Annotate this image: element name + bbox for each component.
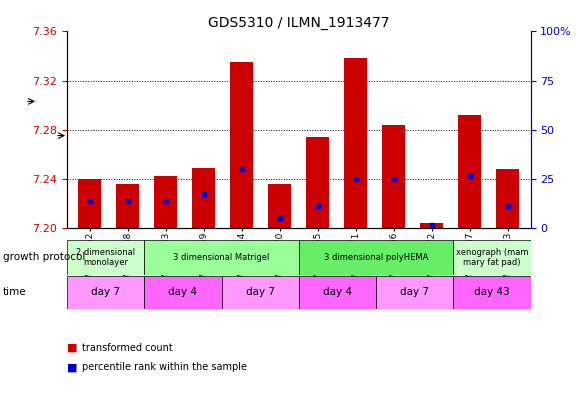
Text: day 7: day 7 bbox=[245, 287, 275, 298]
Bar bbox=[222, 276, 298, 309]
Bar bbox=[307, 137, 329, 228]
Bar bbox=[144, 276, 222, 309]
Text: time: time bbox=[3, 287, 27, 297]
Bar bbox=[117, 184, 139, 228]
Bar bbox=[67, 276, 144, 309]
Bar bbox=[382, 125, 405, 228]
Bar bbox=[496, 169, 519, 228]
Bar bbox=[420, 223, 443, 228]
Text: ■: ■ bbox=[67, 343, 78, 353]
Text: day 7: day 7 bbox=[400, 287, 429, 298]
Bar bbox=[144, 240, 298, 275]
Bar bbox=[79, 179, 101, 228]
Title: GDS5310 / ILMN_1913477: GDS5310 / ILMN_1913477 bbox=[208, 17, 389, 30]
Text: ■: ■ bbox=[67, 362, 78, 373]
Bar bbox=[230, 62, 253, 228]
Text: day 4: day 4 bbox=[168, 287, 198, 298]
Text: percentile rank within the sample: percentile rank within the sample bbox=[82, 362, 247, 373]
Text: 3 dimensional Matrigel: 3 dimensional Matrigel bbox=[173, 253, 270, 262]
Bar bbox=[268, 184, 291, 228]
Bar bbox=[298, 240, 453, 275]
Text: transformed count: transformed count bbox=[82, 343, 173, 353]
Text: 2 dimensional
monolayer: 2 dimensional monolayer bbox=[76, 248, 135, 267]
Bar bbox=[345, 59, 367, 228]
Bar bbox=[376, 276, 454, 309]
Bar bbox=[154, 176, 177, 228]
Text: 3 dimensional polyHEMA: 3 dimensional polyHEMA bbox=[324, 253, 429, 262]
Text: growth protocol: growth protocol bbox=[3, 252, 85, 263]
Text: day 43: day 43 bbox=[474, 287, 510, 298]
Bar bbox=[458, 115, 481, 228]
Bar bbox=[67, 240, 144, 275]
Bar bbox=[298, 276, 376, 309]
Bar bbox=[454, 240, 531, 275]
Bar bbox=[192, 168, 215, 228]
Bar bbox=[454, 276, 531, 309]
Text: xenograph (mam
mary fat pad): xenograph (mam mary fat pad) bbox=[456, 248, 528, 267]
Text: day 7: day 7 bbox=[91, 287, 120, 298]
Text: day 4: day 4 bbox=[323, 287, 352, 298]
